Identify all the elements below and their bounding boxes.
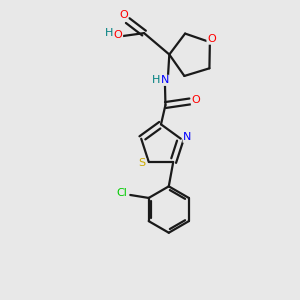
Text: O: O	[114, 31, 123, 40]
Text: O: O	[191, 95, 200, 105]
Text: O: O	[207, 34, 216, 44]
Text: H: H	[105, 28, 113, 38]
Text: N: N	[183, 132, 191, 142]
Text: H: H	[152, 75, 161, 85]
Text: O: O	[119, 10, 128, 20]
Text: S: S	[139, 158, 146, 169]
Text: N: N	[161, 75, 169, 85]
Text: Cl: Cl	[116, 188, 128, 199]
